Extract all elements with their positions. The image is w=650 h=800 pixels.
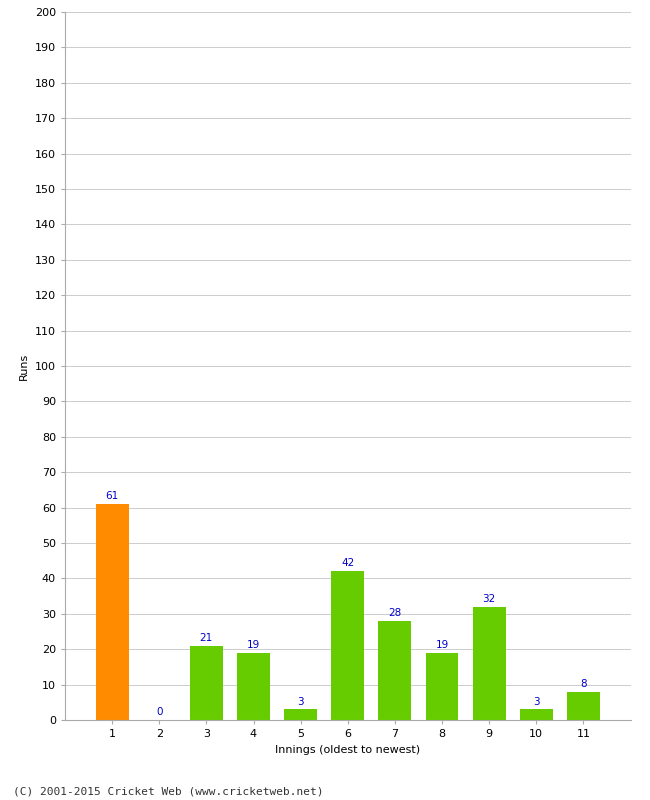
Bar (237, 653, 270, 720)
Text: 21: 21 (200, 633, 213, 643)
Text: 61: 61 (105, 491, 119, 502)
Text: 0: 0 (156, 707, 162, 717)
Text: 42: 42 (341, 558, 354, 569)
Bar (567, 692, 600, 720)
X-axis label: Innings (oldest to newest): Innings (oldest to newest) (275, 745, 421, 754)
Bar (426, 653, 458, 720)
Text: (C) 2001-2015 Cricket Web (www.cricketweb.net): (C) 2001-2015 Cricket Web (www.cricketwe… (13, 786, 324, 796)
Bar (96, 504, 129, 720)
Y-axis label: Runs: Runs (20, 352, 29, 380)
Text: 3: 3 (533, 697, 540, 706)
Bar (520, 710, 552, 720)
Bar (284, 710, 317, 720)
Bar (190, 646, 223, 720)
Bar (378, 621, 411, 720)
Bar (332, 571, 364, 720)
Text: 19: 19 (247, 640, 260, 650)
Text: 19: 19 (436, 640, 448, 650)
Bar (473, 606, 506, 720)
Text: 8: 8 (580, 679, 587, 689)
Text: 3: 3 (297, 697, 304, 706)
Text: 32: 32 (482, 594, 496, 604)
Text: 28: 28 (388, 608, 402, 618)
